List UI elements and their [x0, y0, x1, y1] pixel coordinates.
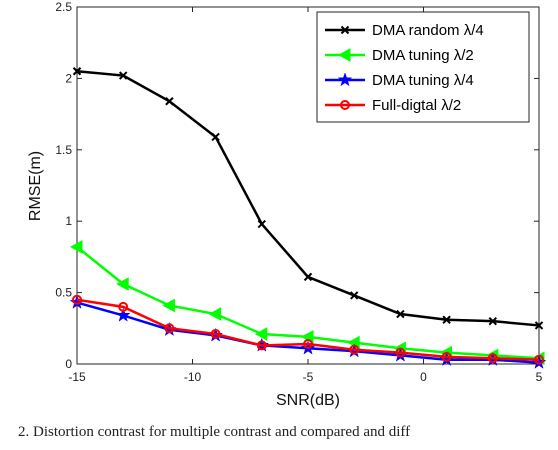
data-point-circle — [164, 323, 175, 334]
series-line — [76, 298, 540, 361]
x-tick-label: 5 — [536, 370, 543, 384]
legend-label: Full-digtal λ/2 — [372, 97, 461, 114]
data-point-triangle-left — [208, 307, 222, 321]
data-point-x — [165, 97, 174, 106]
data-point-circle — [72, 294, 82, 305]
data-point-x — [340, 25, 350, 35]
series-0 — [72, 67, 544, 330]
y-tick-label: 2.5 — [55, 0, 72, 14]
data-point-star — [115, 307, 131, 322]
y-tick-label: 0 — [65, 357, 72, 371]
data-point-circle — [118, 301, 129, 312]
data-point-x — [257, 219, 267, 229]
data-point-x — [303, 272, 313, 282]
rmse-vs-snr-chart: -15 -10 -5 0 5 0 0.5 1 1.5 2 2.5 SNR(dB) RMSE(m) D… — [27, 0, 547, 409]
data-point-circle — [303, 339, 313, 350]
data-point-circle — [256, 340, 267, 351]
data-point-triangle-left — [116, 277, 129, 291]
ticks-layer: -15 -10 -5 0 5 0 0.5 1 1.5 2 2.5 — [55, 0, 542, 384]
y-tick-label: 1 — [65, 214, 72, 228]
series-3 — [72, 294, 544, 365]
data-point-x — [442, 315, 451, 324]
legend: DMA random λ/4 DMA tuning λ/2 DMA tuning λ… — [316, 11, 530, 123]
x-axis-label: SNR(dB) — [276, 392, 340, 409]
data-point-triangle-left — [337, 48, 351, 62]
legend-label: DMA tuning λ/2 — [372, 47, 474, 64]
legend-entry: DMA random λ/4 — [325, 22, 484, 39]
legend-label: DMA random λ/4 — [372, 22, 484, 39]
figure-caption: 2. Distortion contrast for multiple cont… — [18, 424, 411, 440]
data-point-x — [211, 132, 220, 142]
legend-entry: DMA tuning λ/2 — [325, 47, 474, 64]
y-tick-label: 1.5 — [55, 143, 72, 157]
data-point-star — [337, 72, 353, 87]
data-point-x — [72, 67, 82, 76]
data-point-x — [349, 291, 359, 300]
data-point-triangle-left — [162, 298, 175, 313]
data-point-x — [488, 316, 498, 326]
legend-label: DMA tuning λ/4 — [372, 72, 474, 89]
data-point-triangle-left — [254, 327, 268, 341]
data-point-circle — [441, 351, 452, 362]
data-point-x — [118, 71, 128, 80]
x-tick-label: 0 — [420, 370, 427, 384]
legend-entry: Full-digtal λ/2 — [325, 97, 461, 114]
x-tick-label: -15 — [68, 370, 86, 384]
x-tick-label: -5 — [303, 370, 314, 384]
data-point-circle — [534, 354, 544, 365]
data-point-circle — [349, 344, 360, 355]
data-point-circle — [395, 347, 406, 358]
series-layer — [69, 67, 547, 369]
data-point-circle — [210, 329, 221, 340]
x-tick-label: -10 — [184, 370, 202, 384]
data-point-triangle-left — [69, 240, 83, 254]
y-axis-label: RMSE(m) — [27, 151, 44, 221]
data-point-x — [534, 321, 544, 330]
y-tick-label: 0.5 — [55, 286, 72, 300]
data-point-circle — [487, 353, 498, 364]
data-point-circle — [340, 100, 350, 110]
y-tick-label: 2 — [65, 71, 72, 85]
legend-entry: DMA tuning λ/4 — [325, 72, 474, 89]
data-point-x — [396, 309, 405, 319]
